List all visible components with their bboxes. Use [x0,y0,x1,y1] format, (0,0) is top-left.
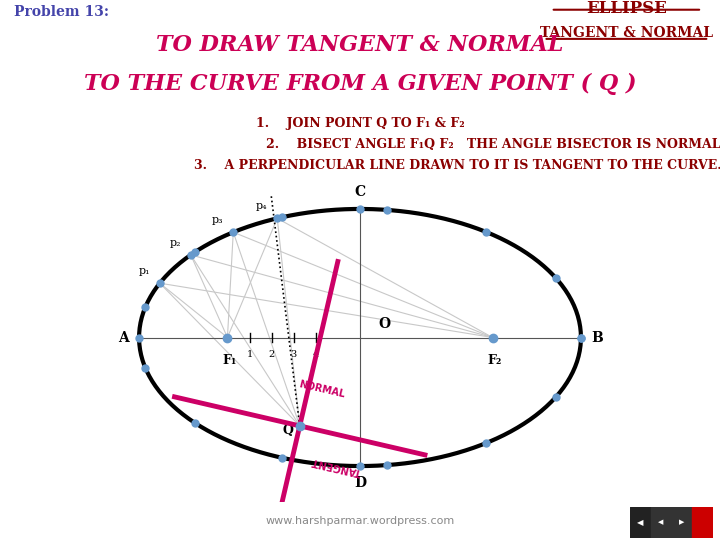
Text: D: D [354,476,366,490]
Text: O: O [378,318,390,332]
Text: p₄: p₄ [256,201,267,211]
Text: F₁: F₁ [222,354,237,367]
Text: Q: Q [283,424,294,437]
Bar [671,507,692,538]
Text: Problem 13:: Problem 13: [14,5,109,19]
Text: 3.    A PERPENDICULAR LINE DRAWN TO IT IS TANGENT TO THE CURVE.: 3. A PERPENDICULAR LINE DRAWN TO IT IS T… [194,159,720,172]
Text: 3: 3 [291,349,297,359]
Text: 2: 2 [269,349,275,359]
Bar [630,507,651,538]
Text: 4: 4 [312,349,319,359]
Text: NORMAL: NORMAL [297,380,346,400]
Text: p₁: p₁ [138,266,150,276]
Text: ▶: ▶ [679,519,685,525]
Text: ELLIPSE: ELLIPSE [586,0,667,17]
Text: 2.    BISECT ANGLE F₁Q F₂   THE ANGLE BISECTOR IS NORMAL: 2. BISECT ANGLE F₁Q F₂ THE ANGLE BISECTO… [266,138,720,151]
Text: TANGENT: TANGENT [310,455,362,477]
Text: www.harshparmar.wordpress.com: www.harshparmar.wordpress.com [266,516,454,526]
Text: F₂: F₂ [487,354,502,367]
Bar [692,507,713,538]
Text: TANGENT & NORMAL: TANGENT & NORMAL [540,26,713,40]
Text: 17: 17 [654,515,671,528]
Text: 1.    JOIN POINT Q TO F₁ & F₂: 1. JOIN POINT Q TO F₁ & F₂ [256,117,464,130]
Text: ◀: ◀ [637,518,644,526]
Text: A: A [118,330,129,345]
Text: p₃: p₃ [212,215,223,225]
Text: C: C [354,185,366,199]
Text: p₂: p₂ [169,238,181,248]
Text: TO THE CURVE FROM A GIVEN POINT ( Q ): TO THE CURVE FROM A GIVEN POINT ( Q ) [84,73,636,95]
Bar [651,507,672,538]
Text: TO DRAW TANGENT & NORMAL: TO DRAW TANGENT & NORMAL [156,34,564,56]
Text: ◀: ◀ [658,519,664,525]
Text: 1: 1 [246,349,253,359]
Text: B: B [591,330,603,345]
